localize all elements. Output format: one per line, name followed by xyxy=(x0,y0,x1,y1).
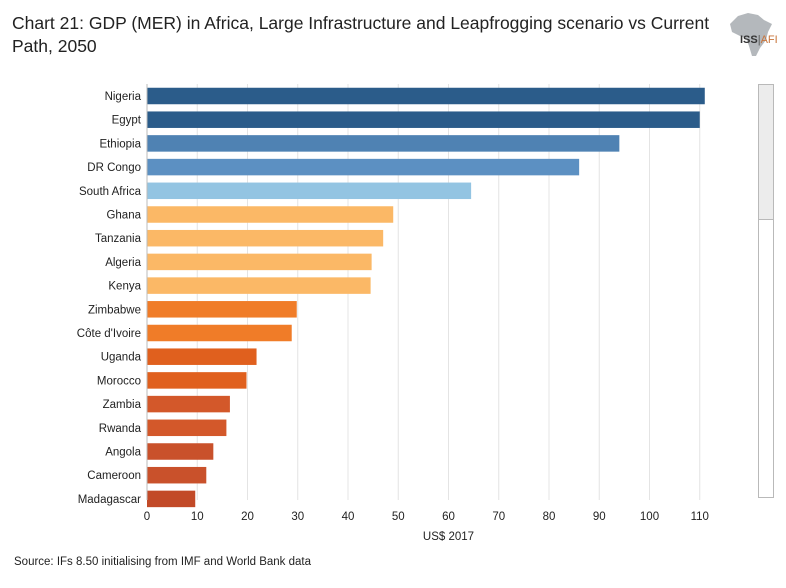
bar-nigeria xyxy=(147,87,705,105)
bar-kenya xyxy=(147,277,371,294)
x-tick-label: 40 xyxy=(342,511,355,523)
category-label: DR Congo xyxy=(87,162,141,174)
x-tick-label: 110 xyxy=(691,511,709,523)
category-label: Morocco xyxy=(97,375,141,387)
category-label: Ethiopia xyxy=(99,138,141,150)
x-tick-label: 70 xyxy=(492,511,505,523)
x-tick-label: 30 xyxy=(291,511,304,523)
bar-cameroon xyxy=(147,466,207,484)
bar-morocco xyxy=(147,372,247,389)
bar-zambia xyxy=(147,395,230,413)
x-tick-label: 10 xyxy=(191,511,204,523)
logo-iss: ISS xyxy=(740,34,758,46)
category-label: Zimbabwe xyxy=(88,304,141,316)
bar-rwanda xyxy=(147,419,227,437)
category-label: Cameroon xyxy=(87,470,141,482)
bar-south-africa xyxy=(147,182,472,200)
iss-afi-logo: ISS|AFI xyxy=(740,34,778,46)
bar-egypt xyxy=(147,111,700,128)
x-tick-label: 60 xyxy=(442,511,455,523)
category-label: Egypt xyxy=(112,115,142,127)
category-label: Ghana xyxy=(106,210,141,222)
bar-ethiopia xyxy=(147,135,620,152)
bar-algeria xyxy=(147,253,372,271)
x-tick-label: 80 xyxy=(543,511,556,523)
bar-tanzania xyxy=(147,229,384,247)
x-tick-label: 100 xyxy=(640,511,659,523)
x-tick-label: 0 xyxy=(144,511,150,523)
bar-madagascar xyxy=(147,490,196,508)
x-axis-title: US$ 2017 xyxy=(423,531,474,543)
bar-dr-congo xyxy=(147,158,580,176)
category-label: Rwanda xyxy=(99,423,142,435)
category-label: Kenya xyxy=(108,281,141,293)
scrollbar-thumb[interactable] xyxy=(759,85,773,220)
x-tick-label: 20 xyxy=(241,511,254,523)
bar-zimbabwe xyxy=(147,301,297,318)
chart-title: Chart 21: GDP (MER) in Africa, Large Inf… xyxy=(12,13,710,56)
x-tick-label: 50 xyxy=(392,511,405,523)
source-note: Source: IFs 8.50 initialising from IMF a… xyxy=(14,556,312,568)
logo-afi: AFI xyxy=(760,34,778,46)
x-tick-label: 90 xyxy=(593,511,606,523)
category-label: South Africa xyxy=(79,186,142,198)
category-label: Uganda xyxy=(101,352,142,364)
category-label: Algeria xyxy=(105,257,141,269)
category-label: Côte d'Ivoire xyxy=(77,328,141,340)
bar-angola xyxy=(147,443,214,460)
chart-scrollbar[interactable] xyxy=(758,84,774,498)
bar-c-te-d-ivoire xyxy=(147,324,292,342)
category-label: Zambia xyxy=(103,399,142,411)
bar-uganda xyxy=(147,348,257,365)
category-label: Madagascar xyxy=(78,494,141,506)
category-label: Nigeria xyxy=(105,91,142,103)
bar-ghana xyxy=(147,206,394,223)
africa-map-icon xyxy=(730,13,772,56)
category-label: Angola xyxy=(105,447,141,459)
category-label: Tanzania xyxy=(95,233,142,245)
